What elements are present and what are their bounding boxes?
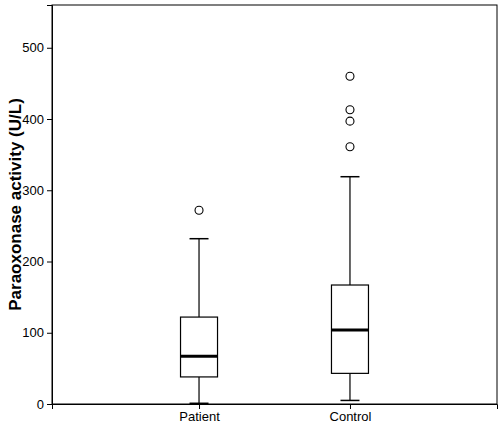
whisker-cap-low <box>190 403 209 404</box>
outlier <box>346 117 354 125</box>
x-tick: Patient <box>179 404 220 424</box>
whisker-high <box>349 177 350 285</box>
whisker-low <box>198 377 199 403</box>
box-group <box>181 206 218 403</box>
whisker-cap-high <box>190 238 209 240</box>
whisker-cap-low <box>340 400 359 402</box>
y-axis-line <box>47 6 53 405</box>
x-axis-line <box>53 405 498 410</box>
whisker-high <box>198 239 199 317</box>
whisker-low <box>349 373 350 400</box>
y-tick: 300 <box>22 183 52 198</box>
box <box>181 317 218 377</box>
marks <box>181 72 369 403</box>
whisker-cap-high <box>340 176 359 178</box>
outlier <box>195 206 203 214</box>
y-tick-label: 500 <box>22 40 44 55</box>
y-tick: 0 <box>37 397 52 412</box>
y-tick-label: 300 <box>22 183 44 198</box>
median <box>331 328 368 331</box>
y-tick-mark <box>47 262 52 263</box>
x-tick: Control <box>330 404 372 424</box>
y-tick-mark <box>47 119 52 120</box>
y-tick: 100 <box>22 325 52 340</box>
x-tick-label: Control <box>330 409 372 424</box>
outlier <box>346 72 354 80</box>
y-tick-mark <box>47 190 52 191</box>
y-tick: 500 <box>22 40 52 55</box>
y-axis-title: Paraoxonase activity (U/L) <box>6 98 25 311</box>
box-group <box>331 72 368 400</box>
y-tick-label: 200 <box>22 254 44 269</box>
y-tick-mark <box>47 48 52 49</box>
outlier <box>346 106 354 114</box>
y-axis: 0 100 200 300 400 500 <box>22 6 52 412</box>
outlier <box>346 143 354 151</box>
y-tick: 200 <box>22 254 52 269</box>
y-tick-mark <box>47 333 52 334</box>
median <box>181 355 218 358</box>
plot-area: 0 100 200 300 400 500 Patient Control <box>22 5 497 424</box>
y-tick-label: 400 <box>22 112 44 127</box>
chart: 0 100 200 300 400 500 Patient Control Paraoxonas… <box>0 0 500 436</box>
y-tick-mark <box>47 404 52 405</box>
y-tick-label: 0 <box>37 397 44 412</box>
y-tick-label: 100 <box>22 325 44 340</box>
x-axis: Patient Control <box>53 404 498 424</box>
plot-frame <box>52 5 497 404</box>
box <box>331 285 368 373</box>
y-tick: 400 <box>22 112 52 127</box>
x-tick-label: Patient <box>179 409 220 424</box>
